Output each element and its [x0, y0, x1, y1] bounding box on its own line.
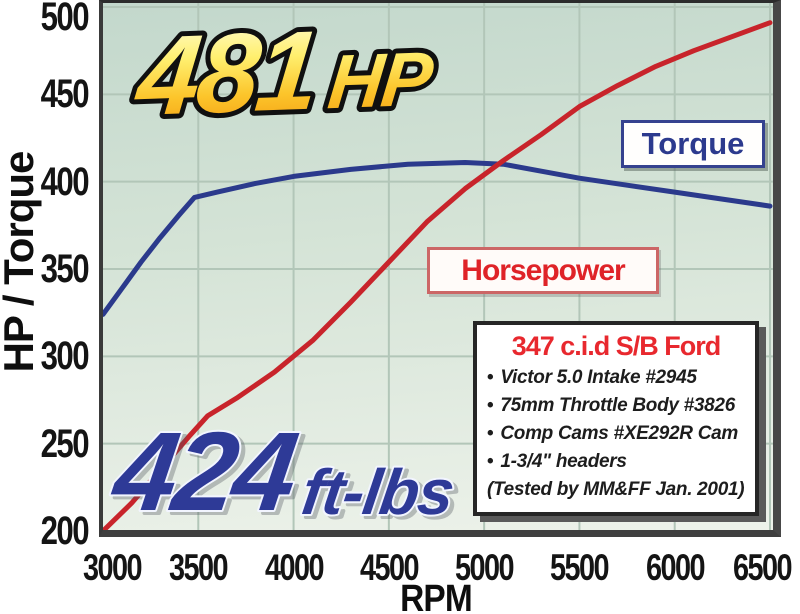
spec-bullet-text: Comp Cams #XE292R Cam [500, 423, 738, 444]
horsepower-curve [103, 20, 773, 530]
spec-bullet: • Comp Cams #XE292R Cam [487, 420, 745, 448]
x-tick-5500: 5500 [550, 547, 610, 588]
y-tick-250: 250 [40, 421, 90, 466]
spec-bullet: • 75mm Throttle Body #3826 [487, 392, 745, 420]
y-axis-title: HP / Torque [0, 151, 42, 373]
bullet-icon: • [487, 367, 494, 388]
bullet-icon: • [487, 451, 494, 472]
x-tick-4000: 4000 [264, 547, 325, 588]
spec-bullet-text: Victor 5.0 Intake #2945 [500, 367, 697, 388]
spec-bullet-text: 75mm Throttle Body #3826 [500, 395, 735, 416]
plot-area [99, 0, 781, 537]
engine-spec-title: 347 c.i.d S/B Ford [511, 331, 722, 361]
x-tick-4500: 4500 [359, 547, 420, 588]
y-tick-200: 200 [40, 509, 90, 553]
headline-hp-text: 481HP [130, 3, 442, 139]
spec-bullet: • 1-3/4" headers [487, 448, 745, 476]
headline-hp: 481HP [125, 2, 443, 144]
bullet-icon: • [487, 423, 494, 444]
x-tick-6500: 6500 [733, 547, 793, 588]
y-tick-350: 350 [40, 247, 90, 291]
engine-spec-footnote: (Tested by MM&FF Jan. 2001) [487, 479, 745, 500]
spec-bullet: • Victor 5.0 Intake #2945 [487, 364, 745, 392]
engine-spec-lines: • Victor 5.0 Intake #2945 • 75mm Throttle B… [487, 364, 745, 476]
torque-curve-label: Torque [621, 120, 765, 168]
horsepower-curve-label: Horsepower [427, 247, 659, 294]
spec-bullet-text: 1-3/4" headers [500, 451, 627, 472]
y-tick-400: 400 [40, 159, 90, 204]
x-tick-3500: 3500 [169, 547, 229, 588]
x-axis-title: RPM [400, 578, 473, 614]
y-tick-450: 450 [40, 72, 90, 117]
x-tick-3000: 3000 [83, 547, 143, 588]
headline-torque-text: 424ft-lbs [105, 408, 465, 533]
x-tick-5000: 5000 [455, 547, 515, 588]
y-tick-500: 500 [40, 0, 90, 39]
x-tick-6000: 6000 [645, 547, 706, 588]
bullet-icon: • [487, 395, 494, 416]
headline-torque: 424ft-lbs [103, 406, 460, 535]
engine-spec-box: 347 c.i.d S/B Ford • Victor 5.0 Intake #2… [473, 321, 759, 516]
torque-curve [103, 160, 773, 317]
y-tick-300: 300 [40, 334, 90, 379]
